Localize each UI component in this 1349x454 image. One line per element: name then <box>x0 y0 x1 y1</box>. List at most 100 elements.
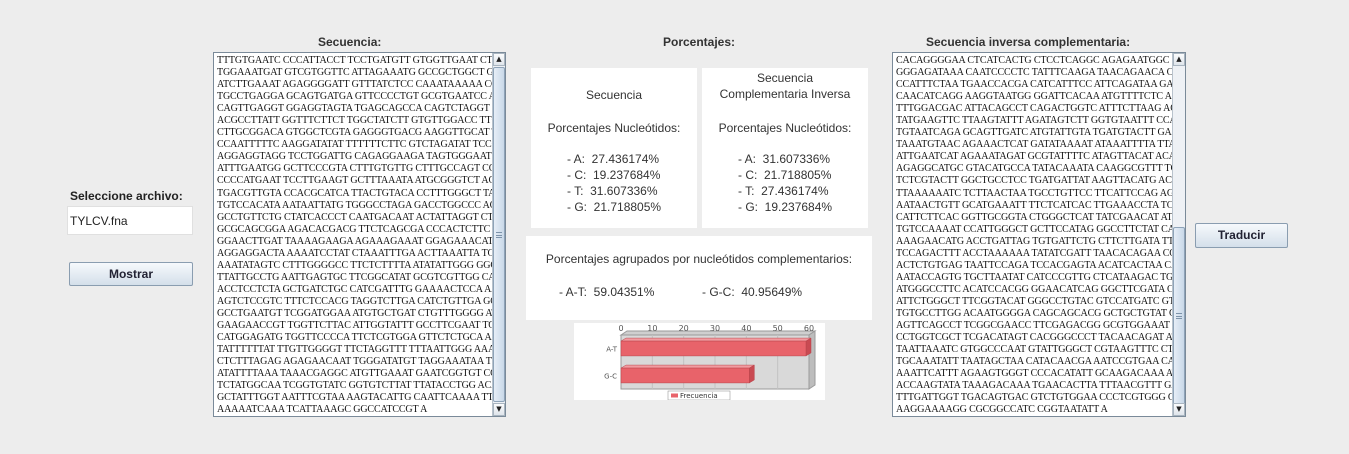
grouped-heading: Porcentajes agrupados por nucleótidos co… <box>545 252 853 266</box>
sequence-line: TATTTTTTAT TTGTTGGGGT TTCTAGGTTT TTTAATT… <box>217 344 506 356</box>
reverse-complement-line: TTTGGACGAC ATTACAGCCT CAGACTGGTC ATTTCTT… <box>896 103 1185 115</box>
reverse-heading-line2: Complementaria Inversa <box>719 87 851 101</box>
percentage-t: - T: 31.607336% <box>567 184 658 198</box>
reverse-complement-line: TTAAAAAATC TCTTAACTAA TGCCTGTTCC TTCATTC… <box>896 187 1185 199</box>
reverse-complement-text: CACAGGGGAA CTCATCACTG CTCCTCAGGC AGAGAAT… <box>893 53 1185 416</box>
sequence-line: GAAGAACCGT TGGTTCTTAC ATTGGTATTT GCCTTCG… <box>217 320 505 332</box>
x-tick-label: 50 <box>773 324 783 333</box>
percentage-c: - C: 19.237684% <box>567 168 661 182</box>
legend-swatch <box>671 393 678 398</box>
sequence-line: CCAATTTTTC AAGGATATAT TTTTTTCTTC GTCTAGA… <box>217 139 506 151</box>
sequence-line: CATGGAGATG TGGTTCCCCA TTCTCGTGGA GTTCTCT… <box>217 332 505 344</box>
reverse-complement-line: AAAGAACATG ACCTGATTAG TGTGATTCTG CTTCTTG… <box>896 235 1185 247</box>
percentage-g: - G: 21.718805% <box>567 200 662 214</box>
reverse-complement-line: TGTCCAAAAT CCATTGGGCT GCTTCCATAG GGCCTTC… <box>896 223 1185 235</box>
sequence-line: GCCTGTTCTG CTATCACCCT CAATGACAAT ACTATTA… <box>217 211 505 223</box>
sequence-title: Secuencia: <box>318 35 382 49</box>
scroll-up-arrow-icon[interactable]: ▲ <box>493 53 505 66</box>
scroll-up-arrow-icon[interactable]: ▲ <box>1173 53 1185 66</box>
x-tick-label: 0 <box>618 324 623 333</box>
sequence-line: ATCTTGAAAT AGAGGGGATT GTTTATCTCC CAAATAA… <box>217 79 505 91</box>
sequence-line: GCGCAGCGGA AGACACGACG TTCTCAGCGA CCCACTC… <box>217 223 505 235</box>
scrollbar-thumb[interactable] <box>493 67 505 402</box>
grouped-at: - A-T: 59.04351% <box>559 285 655 299</box>
grip-icon <box>1176 313 1182 319</box>
reverse-complement-line: ACTCTGTGAG TAATTCCAGA TCCACGAGTA ACATCAC… <box>896 259 1185 271</box>
sequence-line: TTTGTGAATC CCCATTACCT TCCTGATGTT GTGGTTG… <box>217 55 505 66</box>
bar-top <box>620 364 756 369</box>
sequence-line: CCCCATGAAT TCCTTGAAGT GCTTTAAATA ATGCGGG… <box>217 175 505 187</box>
scroll-down-arrow-icon[interactable]: ▼ <box>1173 403 1185 416</box>
reverse-complement-line: GGGAGATAAA CAATCCCCTC TATTTCAAGA TAACAGA… <box>896 67 1185 79</box>
sequence-line: ACCTCCTCTA GCTGATCTGC CATCGATTTG GAAAACT… <box>217 283 505 295</box>
show-button[interactable]: Mostrar <box>69 262 193 286</box>
reverse-complement-line: TGTGCCTTGG ACAATGGGGA CAGCAGCACG GCTGCTG… <box>896 307 1185 319</box>
reverse-complement-line: ATGGGCCTTC ACATCCACGG GGAACATCAG GGCTTCG… <box>896 283 1185 295</box>
reverse-complement-line: ATTCTGGGCT TTCGGTACAT GGGCCTGTAC GTCCATG… <box>896 295 1185 307</box>
reverse-complement-text-area[interactable]: CACAGGGGAA CTCATCACTG CTCCTCAGGC AGAGAAT… <box>892 52 1186 417</box>
percentages-title: Porcentajes: <box>663 35 736 49</box>
percentage-a: - A: 27.436174% <box>567 152 660 166</box>
sequence-line: ATTTGAATGG GCTTCCCGTA CTTTGTGTTG CTTTGCC… <box>217 163 505 175</box>
reverse-complement-line: TATGAAGTTC TTAAGTATTT AGATAGTCTT GGTGTAA… <box>896 115 1185 127</box>
reverse-complement-scrollbar[interactable]: ▲ ▼ <box>1172 53 1185 416</box>
x-tick-label: 10 <box>647 324 657 333</box>
reverse-complement-line: CCTGGTCGCT TCGACATAGT CACGGGCCCT TACAACA… <box>896 332 1185 344</box>
sequence-line: CTTGCGGACA GTGGCTCGTA GAGGGTGACG AAGGTTG… <box>217 127 505 139</box>
select-file-label: Seleccione archivo: <box>70 189 183 203</box>
sequence-text-area[interactable]: TTTGTGAATC CCCATTACCT TCCTGATGTT GTGGTTG… <box>213 52 506 417</box>
reverse-complement-line: TGTAATCAGA GCAGTTGATC ATGTATTGTA TGATGTA… <box>896 127 1185 139</box>
sequence-scrollbar[interactable]: ▲ ▼ <box>492 53 505 416</box>
scroll-down-arrow-icon[interactable]: ▼ <box>493 403 505 416</box>
reverse-complement-line: TCTCGTACTT GGCTGCCTCC TGATGATTAT AAGTTAC… <box>896 175 1185 187</box>
sequence-line: TGGAAATGAT GTCGTGGTTC ATTAGAAATG GCCGCTG… <box>217 67 505 79</box>
x-tick-label: 60 <box>804 324 814 333</box>
sequence-line: TCTATGGCAA TCGGTGTATC GGTGTCTTAT TTATACC… <box>217 380 505 392</box>
reverse-complement-line: CCATTTCTAA TGAACCACGA CATCATTTCC ATTCAGA… <box>896 79 1185 91</box>
translate-button-label: Traducir <box>1217 228 1266 242</box>
sequence-line: GGAACTTGAT TAAAAGAAGA AGAAAGAAAT GGAGAAA… <box>217 235 505 247</box>
sequence-line: AGGAGGTAGG TCCTGGATTG CAGAGGAAGA TAGTGGG… <box>217 151 505 163</box>
bar-g-c <box>620 367 750 384</box>
sequence-line: TGTCCACATA AATAATTATG TGGGCCTAGA GACCTGG… <box>217 199 505 211</box>
bar-side <box>749 364 755 384</box>
reverse-complement-line: TCCAGACTTT ACCTAAAAAA TATATCGATT TAACACA… <box>896 247 1185 259</box>
reverse-complement-line: TAAATGTAAC AGAAACTCAT GATATAAAAT ATAAATT… <box>896 139 1185 151</box>
sequence-line: ACGCCTTATT GGTTTCTTCT TGGCTATCTT GTGTTGG… <box>217 115 505 127</box>
sequence-line: GCCTGAATGT TCGGATGGAA ATGTGCTGAT CTGTTTG… <box>217 307 505 319</box>
sequence-line: AAATATAGTC CTTTGGGGCC TTCTCTTTTA ATATATT… <box>217 259 505 271</box>
y-category-label: G-C <box>604 373 617 381</box>
sequence-line: CTCTTTAGAG AGAGAACAAT TGGGATATGT TAGGAAA… <box>217 356 505 368</box>
show-button-label: Mostrar <box>108 267 153 281</box>
reverse-complement-line: AATACCAGTG TGCTTAATAT CATCCCGTTG CTCATAA… <box>896 271 1185 283</box>
reverse-complement-line: TAATTAAATC GTGGCCCAAT GTATTGGGCT CGTAAGT… <box>896 344 1185 356</box>
nucleotide-percentages-heading: Porcentajes Nucleótidos: <box>547 121 681 135</box>
x-tick-label: 30 <box>710 324 720 333</box>
reverse-percentage-t: - T: 27.436174% <box>738 184 829 198</box>
sequence-line: GCTATTTGGT AATTTCGTAA AAGTACATTG CAATTCA… <box>217 392 505 404</box>
reverse-complement-percentages-panel: Secuencia Complementaria Inversa Porcent… <box>702 68 868 228</box>
grip-icon <box>496 231 502 238</box>
reverse-percentage-a: - A: 31.607336% <box>738 152 831 166</box>
reverse-complement-line: AATAACTGTT GCATGAAATT TTCTCATCAC TTGAAAC… <box>896 199 1185 211</box>
scrollbar-thumb[interactable] <box>1173 227 1185 405</box>
reverse-percentage-g: - G: 19.237684% <box>738 200 833 214</box>
sequence-text: TTTGTGAATC CCCATTACCT TCCTGATGTT GTGGTTG… <box>214 53 506 416</box>
reverse-complement-line: CAACATCAGG AAGGTAATGG GGATTCACAA ATGTTTT… <box>896 91 1185 103</box>
reverse-complement-line: ACCAAGTATA TAAAGACAAA TGAACACTTA TTTAACG… <box>896 380 1185 392</box>
sequence-heading: Secuencia <box>585 88 643 102</box>
y-category-label: A-T <box>606 346 618 354</box>
reverse-complement-line: AGTTCAGCCT TCGGCGAACC TTCGAGACGG GCGTGGA… <box>896 320 1185 332</box>
sequence-line: TGACGTTGTA CCACGCATCA TTACTGTACA CCTTTGG… <box>217 187 505 199</box>
reverse-complement-line: AAGGAAAAGG CGCGGCCATC CGGTAATATT A <box>896 404 1108 416</box>
x-tick-label: 20 <box>679 324 689 333</box>
grouped-gc: - G-C: 40.95649% <box>702 285 803 299</box>
reverse-complement-line: AGAGGCATGC GTACATGCCA TATACAAATA CAAGGCG… <box>896 163 1185 175</box>
reverse-complement-line: CACAGGGGAA CTCATCACTG CTCCTCAGGC AGAGAAT… <box>896 55 1185 66</box>
x-tick-label: 40 <box>741 324 751 333</box>
grouped-percentages-panel: Porcentajes agrupados por nucleótidos co… <box>526 236 872 320</box>
file-name-field[interactable]: TYLCV.fna <box>67 206 193 235</box>
sequence-line: AGGAGGACTA AAAATCCTAT CTAAATTTGA ACTTAAA… <box>217 247 505 259</box>
translate-button[interactable]: Traducir <box>1195 223 1288 248</box>
sequence-line: TGCCTGAGGA GCAGTGATGA GTTCCCCTGT GCGTGAA… <box>217 91 505 103</box>
